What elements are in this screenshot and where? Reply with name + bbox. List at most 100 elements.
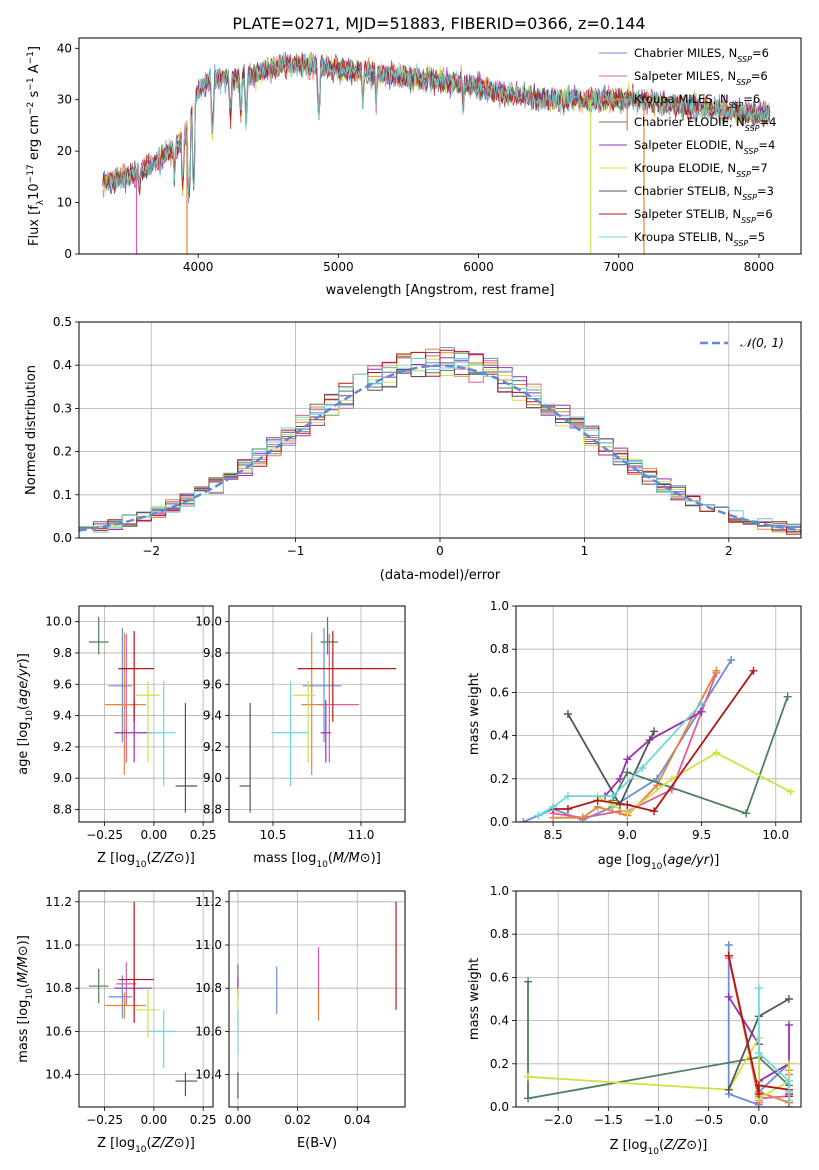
legend-entry: Kroupa STELIB, NSSP=5 <box>634 230 765 248</box>
weight-line-chabrier_elodie <box>527 981 790 1100</box>
weight-marker <box>724 941 733 949</box>
weight-marker <box>549 802 558 811</box>
x-tick-label: 11.0 <box>348 828 375 842</box>
y-tick-label: 9.8 <box>203 646 222 660</box>
x-tick-label: −2.0 <box>544 1113 573 1127</box>
axes-frame <box>228 890 406 1108</box>
x-axis-label: age [log10(age/yr)] <box>598 853 720 872</box>
weight-marker <box>724 992 733 1001</box>
y-tick-label: 0.2 <box>53 445 72 459</box>
y-tick-label: 0.4 <box>53 358 72 372</box>
weight-marker <box>519 818 528 822</box>
weight-marker <box>524 1072 533 1081</box>
legend-entry: Kroupa MILES, NSSP=6 <box>634 92 760 110</box>
weight-marker <box>749 666 758 675</box>
x-tick-label: −1 <box>287 544 305 558</box>
errorbar-salpeter_stelib <box>297 631 397 722</box>
errorbar-salpeter_miles <box>116 634 137 763</box>
x-tick-label: 6000 <box>463 260 494 274</box>
weight-marker <box>549 813 558 822</box>
errorbar-kroupa_elodie <box>292 681 316 763</box>
weight-marker <box>786 787 795 796</box>
weight-marker <box>650 727 659 736</box>
y-tick-label: 1.0 <box>490 884 509 898</box>
weight-marker <box>638 764 647 772</box>
panel-spectrum: 4000 5000 6000 7000 8000 0 10 20 30 40 wavelength … <box>26 37 802 298</box>
weight-marker <box>724 1085 733 1094</box>
y-tick-label: 0.8 <box>490 927 509 941</box>
y-tick-label: 1.0 <box>490 599 509 613</box>
y-tick-label: 0.3 <box>53 401 72 415</box>
y-axis-label: mass weight <box>467 673 482 755</box>
y-tick-label: 0.0 <box>490 1100 509 1114</box>
x-tick-label: 2 <box>725 544 733 558</box>
y-tick-label: 10.0 <box>45 615 72 629</box>
errorbar-chabrier_stelib <box>175 703 198 813</box>
weight-marker <box>712 666 721 675</box>
legend-entry: Chabrier STELIB, NSSP=3 <box>634 184 774 202</box>
y-tick-label: 10.8 <box>195 981 222 995</box>
residual-legend: 𝒩(0, 1) <box>700 336 784 350</box>
axes-frame <box>515 605 802 823</box>
x-tick-label: −0.5 <box>694 1113 723 1127</box>
legend-entry: 𝒩(0, 1) <box>740 336 784 350</box>
x-tick-label: 0.00 <box>141 828 168 842</box>
y-axis-label: mass [log10(M/M⊙)] <box>16 935 35 1063</box>
legend-entry: Chabrier ELODIE, NSSP=4 <box>634 115 776 133</box>
errorbar-salpeter_elodie <box>114 977 152 1002</box>
y-tick-label: 10.4 <box>195 1068 222 1082</box>
axes: −0.25 0.00 0.25 10.4 10.6 10.8 11.0 11.2 Z [log1… <box>16 890 217 1155</box>
weight-marker <box>784 1087 793 1096</box>
y-tick-label: 11.0 <box>195 938 222 952</box>
y-tick-label: 9.4 <box>53 709 72 723</box>
weight-marker <box>593 796 602 805</box>
errorbar-kroupa_stelib <box>271 681 309 786</box>
y-tick-label: 0.5 <box>53 315 72 329</box>
x-axis-label: mass [log10(M/M⊙)] <box>253 851 381 870</box>
plot-area <box>88 616 198 813</box>
errorbar-kroupa_elodie <box>136 681 160 763</box>
x-tick-label: 0.0 <box>749 1113 768 1127</box>
weight-marker <box>697 707 706 716</box>
weight-marker <box>784 1096 793 1105</box>
y-tick-label: 10.0 <box>195 615 222 629</box>
panel-age_vs_mass: 10.5 11.0 8.8 9.0 9.2 9.4 9.6 9.8 10.0 mass [log1… <box>195 605 406 870</box>
axes-frame <box>228 605 406 823</box>
legend-entry: Salpeter ELODIE, NSSP=4 <box>634 138 775 156</box>
axes-frame <box>78 890 214 1108</box>
errorbar-salpeter_elodie <box>320 699 332 763</box>
plot-area <box>88 901 198 1097</box>
errorbar-salpeter_stelib <box>118 901 154 1023</box>
errorbar-kroupa_miles <box>301 632 323 776</box>
weight-line-chabrier_miles <box>523 659 732 822</box>
y-tick-label: 9.4 <box>203 709 222 723</box>
x-tick-label: 9.0 <box>618 828 637 842</box>
panel-mass_vs_z: −0.25 0.00 0.25 10.4 10.6 10.8 11.0 11.2 Z [log1… <box>16 890 217 1155</box>
errorbar-salpeter_stelib <box>118 631 154 722</box>
x-tick-label: 5000 <box>323 260 354 274</box>
weight-marker <box>697 699 706 708</box>
errorbar-chabrier_elodie <box>88 616 109 655</box>
errorbar-kroupa_miles <box>104 992 146 1019</box>
errorbar-salpeter_elodie <box>114 699 152 763</box>
weight-marker <box>784 1059 793 1068</box>
weight-marker <box>784 1020 793 1029</box>
weight-marker <box>650 807 659 816</box>
weight-marker <box>724 951 733 960</box>
y-axis-label: Flux [fλ10−17 erg cm−2 s−1 A−1] <box>26 46 46 246</box>
y-tick-label: 0.4 <box>490 729 509 743</box>
x-tick-label: 10.0 <box>762 828 789 842</box>
errorbar-salpeter_miles <box>116 962 137 1006</box>
errorbar-chabrier_miles <box>108 975 133 1019</box>
weight-marker <box>784 1077 793 1086</box>
legend-entry: Salpeter MILES, NSSP=6 <box>634 69 768 87</box>
axes: 8.5 9.0 9.5 10.0 0.0 0.2 0.4 0.6 0.8 1.0 age [log1… <box>467 599 802 872</box>
weight-line-kroupa_stelib <box>537 702 703 817</box>
plot-area <box>239 616 397 813</box>
y-axis-label: age [log10(age/yr)] <box>16 653 35 775</box>
y-tick-label: 11.2 <box>195 895 222 909</box>
weight-marker <box>608 792 617 801</box>
y-tick-label: 30 <box>57 93 72 107</box>
errorbar-chabrier_stelib <box>239 703 251 813</box>
